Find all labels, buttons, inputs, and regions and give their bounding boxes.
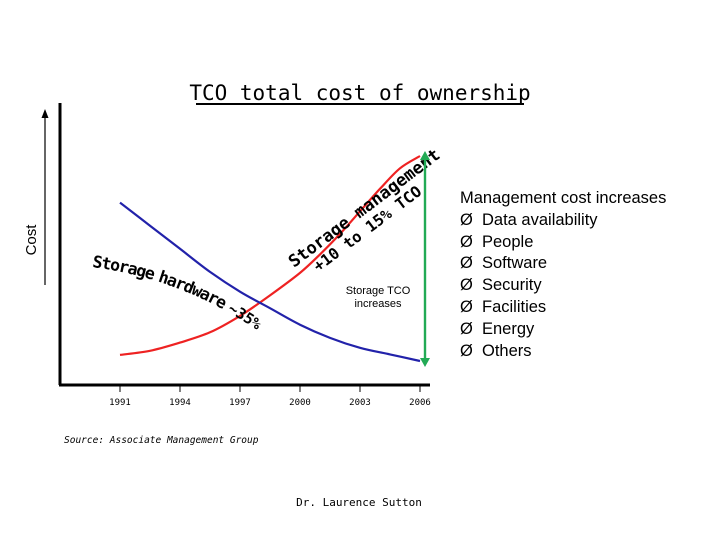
hardware-label-char: t — [100, 253, 113, 273]
arrow-bullet-icon: Ø — [460, 341, 473, 360]
x-tick-label: 2003 — [349, 398, 371, 408]
management-cost-item-label: Security — [482, 276, 542, 295]
arrow-bullet-icon: Ø — [460, 276, 473, 295]
x-axis-ticks: 1991 1994 1997 2000 2003 2006 — [109, 385, 431, 408]
x-tick-label: 2006 — [409, 398, 431, 408]
source-note: Source: Associate Management Group — [64, 435, 259, 446]
management-cost-item: Ø Software — [460, 253, 718, 275]
management-cost-item: Ø Energy — [460, 319, 718, 341]
arrow-bullet-icon: Ø — [460, 319, 473, 338]
management-cost-item-label: Facilities — [482, 297, 547, 316]
x-tick-label: 2000 — [289, 398, 311, 408]
management-cost-item: Ø Others — [460, 341, 718, 363]
hardware-label-char: a — [126, 258, 140, 279]
arrow-up-icon — [420, 151, 430, 160]
management-cost-item: Ø Security — [460, 275, 718, 297]
management-label-line1: Storage management — [285, 145, 444, 272]
arrow-bullet-icon: Ø — [460, 254, 473, 273]
chart-title: TCO total cost of ownership — [189, 81, 530, 105]
hardware-label-char: S — [91, 252, 103, 272]
hardware-label-char: g — [134, 261, 148, 282]
storage-hardware-cost-line — [119, 201, 421, 363]
management-cost-item: Ø Data availability — [460, 210, 718, 232]
management-cost-item-label: Software — [482, 254, 548, 273]
panel-heading: Management cost increases — [460, 189, 667, 207]
x-tick-label: 1994 — [169, 398, 191, 408]
storage-tco-label-line2: increases — [354, 298, 402, 310]
management-cost-item-label: Data availability — [482, 210, 598, 229]
arrow-bullet-icon: Ø — [460, 210, 473, 229]
author-credit: Dr. Laurence Sutton — [296, 496, 422, 509]
cost-arrow-head-icon — [41, 109, 49, 118]
management-cost-item-label: People — [482, 232, 534, 251]
x-tick-label: 1991 — [109, 398, 131, 408]
arrow-bullet-icon: Ø — [460, 232, 473, 251]
management-cost-item: Ø People — [460, 232, 718, 254]
arrow-bullet-icon: Ø — [460, 297, 473, 316]
management-cost-list: Ø Data availability Ø People Ø Software Ø Secur… — [460, 210, 718, 363]
management-cost-panel: Management cost increases Ø Data availabi… — [460, 188, 718, 362]
hardware-label-char: o — [109, 255, 122, 276]
hardware-label-char: r — [117, 257, 131, 278]
x-tick-label: 1997 — [229, 398, 251, 408]
storage-management-cost-line — [119, 155, 421, 356]
management-cost-item: Ø Facilities — [460, 297, 718, 319]
arrow-down-icon — [420, 358, 430, 367]
management-cost-item-label: Others — [482, 341, 532, 360]
y-axis-label: Cost — [23, 224, 40, 256]
management-cost-item-label: Energy — [482, 319, 535, 338]
storage-tco-label-line1: Storage TCO — [346, 285, 411, 297]
